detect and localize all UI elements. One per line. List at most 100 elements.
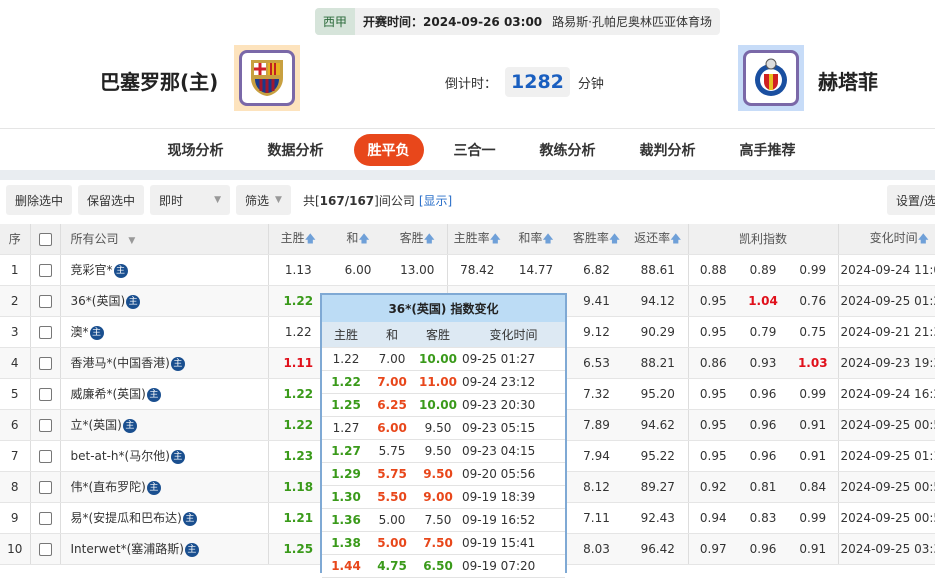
popup-home: 1.27 bbox=[322, 439, 370, 463]
home-team-logo[interactable] bbox=[234, 45, 300, 111]
sort-up-icon: 🡅 bbox=[608, 231, 621, 245]
countdown-unit: 分钟 bbox=[577, 76, 604, 92]
tab-4[interactable]: 教练分析 bbox=[539, 142, 596, 159]
popup-away: 6.50 bbox=[414, 554, 462, 578]
col-draw-rate[interactable]: 和率🡅 bbox=[507, 224, 565, 255]
popup-time: 09-25 01:27 bbox=[462, 347, 565, 371]
row-checkbox[interactable] bbox=[29, 285, 60, 317]
select-all-checkbox[interactable] bbox=[29, 224, 60, 255]
count-value: 167/167 bbox=[319, 193, 375, 208]
popup-time: 09-19 18:39 bbox=[462, 485, 565, 509]
table-row[interactable]: 7 bet-at-h*(马尔他) 主 1.23 7.94 95.22 0.95 0.96 0.9… bbox=[0, 440, 935, 472]
tab-1[interactable]: 数据分析 bbox=[267, 142, 324, 159]
tab-3[interactable]: 三合一 bbox=[453, 142, 496, 159]
company-cell[interactable]: 威廉希*(英国) 主 bbox=[59, 378, 268, 410]
table-row[interactable]: 8 伟*(直布罗陀) 主 1.18 8.12 89.27 0.92 0.81 0.84 2024-… bbox=[0, 471, 935, 503]
delete-selected-button[interactable]: 删除选中 bbox=[6, 185, 73, 215]
col-away[interactable]: 客胜🡅 bbox=[388, 224, 447, 255]
company-name: 竞彩官* bbox=[70, 263, 113, 277]
row-checkbox[interactable] bbox=[29, 440, 60, 472]
col-home[interactable]: 主胜🡅 bbox=[267, 224, 328, 255]
kelly-away: 0.91 bbox=[788, 440, 839, 472]
col-label: 客胜率 bbox=[572, 230, 609, 245]
kelly-draw: 0.79 bbox=[738, 316, 788, 348]
league-badge[interactable]: 西甲 bbox=[315, 8, 356, 35]
company-cell[interactable]: 伟*(直布罗陀) 主 bbox=[59, 471, 268, 503]
row-checkbox[interactable] bbox=[29, 347, 60, 379]
col-time[interactable]: 变化时间🡅 bbox=[837, 224, 935, 255]
sort-up-icon: 🡅 bbox=[542, 231, 554, 245]
row-index: 10 bbox=[0, 533, 30, 565]
away-rate: 7.89 bbox=[565, 409, 628, 441]
row-checkbox[interactable] bbox=[29, 378, 60, 410]
row-index: 4 bbox=[0, 347, 30, 379]
filter-select[interactable]: 筛选 ▼ bbox=[236, 185, 291, 215]
company-cell[interactable]: Interwet*(塞浦路斯) 主 bbox=[59, 533, 268, 565]
row-checkbox[interactable] bbox=[29, 254, 60, 286]
col-label: 和率 bbox=[518, 230, 543, 245]
popup-away: 11.00 bbox=[414, 370, 462, 394]
kelly-home: 0.92 bbox=[687, 471, 738, 503]
draw-rate: 14.77 bbox=[507, 254, 565, 286]
home-odds: 1.22 bbox=[267, 316, 328, 348]
kelly-draw: 0.96 bbox=[738, 378, 788, 410]
return-rate: 90.29 bbox=[628, 316, 688, 348]
countdown: 倒计时： 1282 分钟 bbox=[445, 67, 604, 97]
mode-select[interactable]: 即时 ▼ bbox=[150, 185, 231, 215]
col-home-rate[interactable]: 主胜率🡅 bbox=[446, 224, 507, 255]
company-cell[interactable]: bet-at-h*(马尔他) 主 bbox=[59, 440, 268, 472]
company-cell[interactable]: 竞彩官* 主 bbox=[59, 254, 268, 286]
main-badge-icon: 主 bbox=[89, 325, 104, 340]
tab-6[interactable]: 高手推荐 bbox=[739, 142, 796, 159]
popup-draw: 5.50 bbox=[370, 485, 414, 509]
col-label: 主胜 bbox=[280, 230, 305, 245]
home-odds: 1.22 bbox=[267, 409, 328, 441]
popup-col: 和 bbox=[370, 322, 414, 348]
company-cell[interactable]: 立*(英国) 主 bbox=[59, 409, 268, 441]
table-row[interactable]: 1 竞彩官* 主 1.13 6.00 13.00 78.42 14.77 6.82 88.61 0.… bbox=[0, 254, 935, 286]
kelly-draw: 0.83 bbox=[738, 502, 788, 534]
col-label: 客胜 bbox=[399, 230, 424, 245]
sort-up-icon: 🡅 bbox=[423, 231, 435, 245]
away-team-name[interactable]: 赫塔菲 bbox=[818, 70, 878, 94]
row-checkbox[interactable] bbox=[29, 502, 60, 534]
company-cell[interactable]: 36*(英国) 主 bbox=[59, 285, 268, 317]
company-cell[interactable]: 香港马*(中国香港) 主 bbox=[59, 347, 268, 379]
change-time: 2024-09-24 16:22 bbox=[837, 378, 935, 410]
col-away-rate[interactable]: 客胜率🡅 bbox=[565, 224, 628, 255]
popup-home: 1.22 bbox=[322, 370, 370, 394]
tab-5[interactable]: 裁判分析 bbox=[639, 142, 696, 159]
popup-home: 1.44 bbox=[322, 554, 370, 578]
home-team-name[interactable]: 巴塞罗那(主) bbox=[100, 70, 219, 94]
change-time: 2024-09-25 00:54 bbox=[837, 471, 935, 503]
kelly-draw: 0.81 bbox=[738, 471, 788, 503]
row-checkbox[interactable] bbox=[29, 316, 60, 348]
row-checkbox[interactable] bbox=[29, 533, 60, 565]
return-rate: 95.20 bbox=[628, 378, 688, 410]
change-time: 2024-09-25 01:27 bbox=[837, 285, 935, 317]
kelly-away: 0.99 bbox=[788, 502, 839, 534]
col-company[interactable]: 所有公司 ▼ bbox=[59, 224, 268, 255]
company-name: 立*(英国) bbox=[70, 418, 122, 432]
show-link[interactable]: [显示] bbox=[418, 193, 453, 208]
settings-button[interactable]: 设置/选 bbox=[887, 185, 935, 215]
col-draw[interactable]: 和🡅 bbox=[328, 224, 388, 255]
tab-0[interactable]: 现场分析 bbox=[167, 142, 224, 159]
away-team-logo[interactable] bbox=[738, 45, 804, 111]
popup-draw: 7.00 bbox=[370, 347, 414, 371]
popup-row: 1.27 5.75 9.50 09-23 04:15 bbox=[322, 439, 565, 463]
col-return-rate[interactable]: 返还率🡅 bbox=[628, 224, 688, 255]
row-checkbox[interactable] bbox=[29, 409, 60, 441]
company-cell[interactable]: 澳* 主 bbox=[59, 316, 268, 348]
popup-col: 主胜 bbox=[322, 322, 370, 348]
main-badge-icon: 主 bbox=[146, 387, 161, 402]
popup-away: 9.00 bbox=[414, 485, 462, 509]
tab-2[interactable]: 胜平负 bbox=[353, 133, 424, 166]
company-cell[interactable]: 易*(安提瓜和巴布达) 主 bbox=[59, 502, 268, 534]
keep-selected-button[interactable]: 保留选中 bbox=[78, 185, 145, 215]
away-rate: 8.12 bbox=[565, 471, 628, 503]
kelly-draw: 0.93 bbox=[738, 347, 788, 379]
home-odds: 1.18 bbox=[267, 471, 328, 503]
row-checkbox[interactable] bbox=[29, 471, 60, 503]
away-rate: 7.32 bbox=[565, 378, 628, 410]
